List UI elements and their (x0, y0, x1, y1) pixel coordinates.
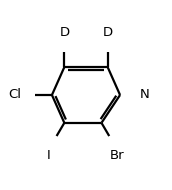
Text: N: N (140, 89, 150, 101)
Text: Br: Br (110, 149, 124, 162)
Text: I: I (47, 149, 51, 162)
Text: D: D (103, 26, 113, 39)
Text: D: D (59, 26, 69, 39)
Text: Cl: Cl (8, 89, 21, 101)
